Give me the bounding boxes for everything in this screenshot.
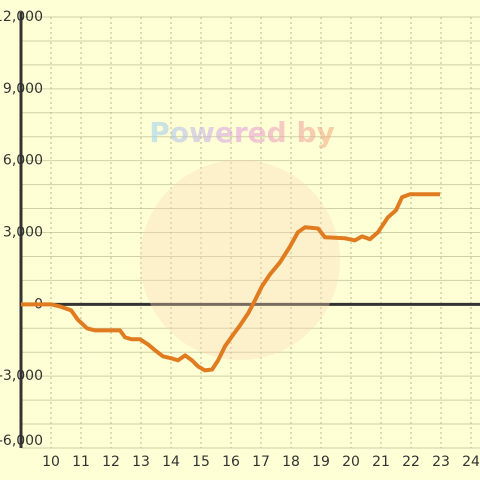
x-tick-label: 18: [282, 454, 300, 470]
x-tick-label: 23: [432, 454, 450, 470]
x-tick-label: 20: [342, 454, 360, 470]
y-tick-label: 3,000: [3, 225, 43, 241]
watermark: Powered by: [149, 116, 335, 149]
x-tick-label: 21: [372, 454, 390, 470]
x-tick-label: 16: [222, 454, 240, 470]
x-tick-label: 22: [402, 454, 420, 470]
watermark-image: [140, 160, 340, 360]
x-tick-label: 13: [132, 454, 150, 470]
x-tick-label: 11: [72, 454, 90, 470]
grid: -6,000-3,00003,0006,0009,00012,000101112…: [0, 9, 480, 470]
line-series: [21, 192, 441, 373]
y-tick-label: 9,000: [3, 81, 43, 97]
x-tick-label: 15: [192, 454, 210, 470]
x-tick-label: 12: [102, 454, 120, 470]
y-tick-label: 6,000: [3, 153, 43, 169]
plot: [21, 192, 441, 373]
x-tick-label: 14: [162, 454, 180, 470]
x-tick-label: 24: [462, 454, 480, 470]
x-tick-label: 17: [252, 454, 270, 470]
x-tick-label: 10: [42, 454, 60, 470]
x-tick-label: 19: [312, 454, 330, 470]
